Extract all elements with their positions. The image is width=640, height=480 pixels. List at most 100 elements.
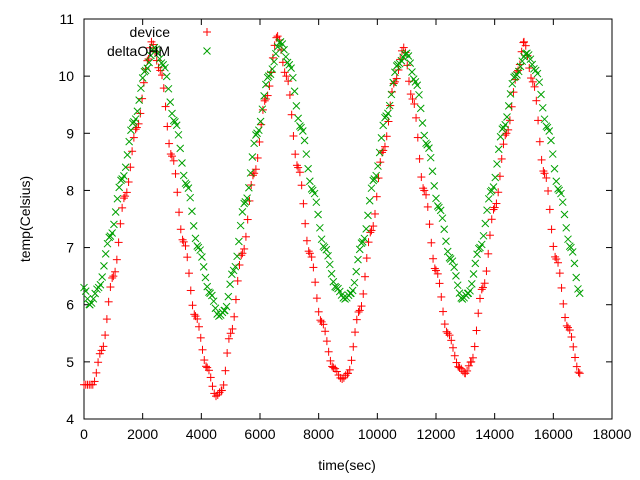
data-point-device [316, 316, 325, 325]
data-point-device [231, 295, 240, 304]
data-point-deltaohm [174, 130, 183, 139]
data-point-device [544, 186, 553, 195]
data-point-deltaohm [387, 90, 396, 99]
data-point-deltaohm [227, 270, 236, 279]
data-point-device [204, 366, 213, 375]
data-point-deltaohm [280, 45, 288, 54]
data-point-deltaohm [494, 145, 503, 154]
data-point-device [557, 283, 566, 292]
data-point-deltaohm [258, 105, 267, 114]
x-tick-label: 10000 [358, 426, 397, 442]
data-point-device [445, 331, 454, 340]
data-point-device [354, 307, 363, 316]
data-point-device [482, 267, 491, 276]
data-point-deltaohm [135, 96, 144, 105]
data-point-device [206, 373, 215, 382]
data-point-deltaohm [203, 282, 212, 291]
data-point-deltaohm [96, 280, 105, 289]
data-point-device [429, 254, 438, 263]
data-point-device [251, 165, 260, 174]
data-point-device [119, 194, 128, 203]
data-point-deltaohm [558, 198, 567, 207]
data-point-device [559, 299, 568, 308]
data-point-deltaohm [189, 222, 198, 230]
data-point-deltaohm [420, 131, 429, 140]
data-point-device [537, 155, 546, 164]
data-point-device [104, 297, 113, 306]
data-point-deltaohm [235, 237, 243, 246]
data-point-device [539, 167, 548, 176]
data-point-deltaohm [281, 52, 290, 61]
data-point-deltaohm [236, 221, 245, 230]
data-point-device [425, 220, 434, 229]
data-point-device [186, 286, 195, 295]
data-point-deltaohm [325, 260, 334, 269]
data-point-device [319, 320, 328, 329]
data-point-deltaohm [317, 235, 326, 244]
data-point-deltaohm [471, 259, 480, 268]
data-point-deltaohm [147, 51, 155, 60]
data-point-device [185, 269, 194, 278]
data-point-device [551, 252, 560, 261]
data-point-deltaohm [201, 273, 210, 282]
data-point-deltaohm [375, 148, 384, 157]
data-point-device [121, 192, 130, 201]
data-point-device [480, 279, 489, 288]
data-point-deltaohm [575, 289, 584, 298]
data-point-deltaohm [266, 70, 275, 79]
data-point-device [422, 190, 431, 199]
data-point-deltaohm [103, 239, 112, 248]
data-point-deltaohm [302, 150, 311, 158]
data-point-device [112, 255, 121, 264]
data-point-deltaohm [310, 189, 319, 198]
data-point-device [194, 322, 203, 331]
data-point-deltaohm [406, 59, 415, 68]
data-point-deltaohm [186, 193, 195, 202]
x-tick-label: 0 [80, 426, 88, 442]
data-point-deltaohm [229, 266, 238, 275]
data-point-deltaohm [496, 132, 505, 141]
data-point-device [420, 186, 429, 195]
y-tick-label: 10 [58, 68, 74, 84]
data-point-deltaohm [483, 206, 491, 215]
data-point-device [542, 173, 551, 182]
data-point-device [547, 225, 556, 234]
data-point-device [575, 369, 584, 378]
data-point-deltaohm [98, 273, 107, 281]
data-point-device [169, 156, 178, 165]
data-point-deltaohm [260, 92, 268, 100]
data-point-device [345, 365, 354, 374]
data-point-device [476, 294, 484, 303]
data-point-deltaohm [113, 194, 122, 203]
data-point-device [417, 173, 426, 182]
data-point-deltaohm [298, 127, 307, 135]
data-point-deltaohm [537, 90, 545, 99]
data-point-device [463, 366, 472, 375]
data-point-device [532, 96, 541, 105]
data-point-device [163, 122, 172, 131]
data-point-deltaohm [327, 269, 336, 278]
data-point-device [474, 309, 483, 318]
legend-label-device: device [130, 24, 171, 40]
legend-label-deltaohm: deltaOHM [107, 43, 170, 59]
data-point-device [361, 272, 370, 281]
series-deltaohm [80, 38, 584, 320]
data-point-deltaohm [256, 117, 265, 126]
data-point-deltaohm [452, 272, 460, 280]
data-point-device [527, 74, 536, 83]
y-tick-label: 8 [66, 182, 74, 198]
data-point-deltaohm [131, 115, 140, 123]
y-tick-label: 9 [66, 125, 74, 141]
data-point-device [299, 199, 308, 208]
data-point-deltaohm [466, 286, 474, 295]
data-point-device [549, 242, 558, 251]
data-point-deltaohm [552, 177, 561, 186]
data-point-deltaohm [360, 234, 369, 243]
data-point-device [223, 349, 232, 358]
data-point-deltaohm [481, 219, 490, 228]
data-point-deltaohm [211, 304, 220, 313]
x-tick-label: 18000 [593, 426, 632, 442]
data-point-device [349, 342, 358, 351]
data-point-deltaohm [199, 262, 208, 271]
